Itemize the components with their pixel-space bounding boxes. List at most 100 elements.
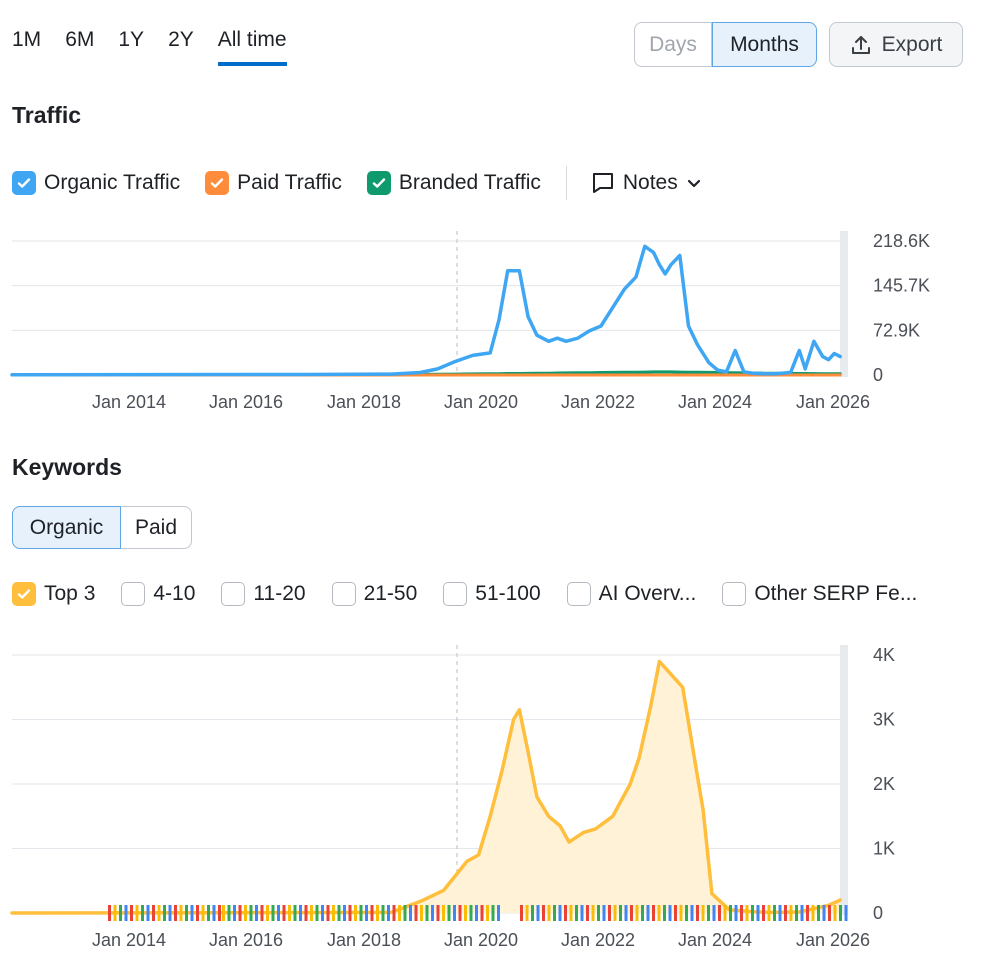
checkbox-checked-icon	[205, 171, 230, 195]
serp-marker-icon	[222, 905, 225, 921]
serp-marker-icon	[536, 905, 540, 921]
serp-marker-icon	[690, 905, 694, 921]
serp-marker-icon	[233, 905, 236, 921]
serp-marker-icon	[266, 905, 269, 921]
serp-marker-icon	[707, 905, 710, 921]
serp-marker-icon	[701, 905, 705, 921]
filter-51-100[interactable]: 51-100	[443, 582, 541, 606]
serp-marker-icon	[795, 905, 798, 921]
x-tick-label: Jan 2026	[796, 930, 870, 950]
filter-11-20[interactable]: 11-20	[221, 582, 306, 606]
serp-marker-icon	[520, 905, 523, 921]
x-tick-label: Jan 2016	[209, 930, 283, 950]
period-tab-all-time[interactable]: All time	[217, 28, 287, 66]
period-tab-1m[interactable]: 1M	[12, 28, 42, 51]
serp-marker-icon	[436, 905, 440, 921]
series-line-top-3	[10, 659, 842, 915]
checkbox-icon	[566, 582, 591, 606]
serp-marker-icon	[343, 905, 346, 921]
serp-marker-icon	[679, 905, 683, 921]
serp-marker-icon	[751, 905, 754, 921]
notes-dropdown[interactable]: Notes	[591, 171, 702, 195]
period-tab-6m[interactable]: 6M	[65, 28, 95, 51]
serp-marker-icon	[491, 905, 495, 921]
serp-marker-icon	[282, 905, 286, 921]
serp-marker-icon	[723, 905, 727, 921]
serp-marker-icon	[569, 905, 573, 921]
series-area-top-3	[12, 661, 841, 913]
legend-paid-traffic[interactable]: Paid Traffic	[205, 171, 342, 195]
legend-label: Branded Traffic	[398, 171, 541, 194]
serp-marker-icon	[844, 905, 848, 921]
serp-marker-icon	[464, 905, 467, 921]
filter-4-10[interactable]: 4-10	[121, 582, 195, 606]
filter-ai-overview[interactable]: AI Overv...	[566, 582, 697, 606]
serp-marker-icon	[486, 905, 489, 921]
days-button[interactable]: Days	[634, 22, 712, 67]
traffic-chart: 0 72.9K 145.7K 218.6K Jan 2014 Jan 2016 Jan 20…	[10, 231, 930, 412]
checkbox-icon	[331, 582, 356, 606]
filter-21-50[interactable]: 21-50	[331, 582, 417, 606]
serp-marker-icon	[525, 905, 529, 921]
filter-label: 4-10	[153, 582, 196, 605]
serp-marker-icon	[624, 905, 628, 921]
chart-right-handle	[840, 231, 848, 377]
serp-marker-icon	[414, 905, 418, 921]
serp-marker-icon	[442, 905, 445, 921]
chevron-down-icon	[686, 175, 702, 191]
serp-marker-icon	[403, 905, 407, 921]
serp-marker-icon	[817, 905, 820, 921]
serp-marker-icon	[773, 905, 776, 921]
filter-top-3[interactable]: Top 3	[12, 582, 95, 606]
serp-markers	[108, 905, 848, 921]
serp-marker-icon	[564, 905, 567, 921]
y-tick-label: 72.9K	[873, 320, 920, 340]
filter-label: Top 3	[44, 582, 96, 605]
serp-marker-icon	[152, 905, 155, 921]
serp-marker-icon	[249, 905, 253, 921]
filter-other-serp-features[interactable]: Other SERP Fe...	[722, 582, 917, 606]
serp-marker-icon	[370, 905, 374, 921]
period-tab-1y[interactable]: 1Y	[118, 28, 145, 51]
serp-marker-icon	[392, 905, 396, 921]
serp-marker-icon	[124, 905, 128, 921]
checkbox-icon	[221, 582, 246, 606]
y-tick-label: 0	[873, 365, 883, 385]
serp-marker-icon	[409, 905, 412, 921]
serp-marker-icon	[608, 905, 611, 921]
serp-marker-icon	[130, 905, 133, 921]
series-line-organic-traffic	[10, 244, 842, 377]
x-tick-label: Jan 2014	[92, 930, 166, 950]
serp-marker-icon	[310, 905, 313, 921]
serp-marker-icon	[108, 905, 111, 921]
serp-marker-icon	[431, 905, 434, 921]
checkbox-icon	[443, 582, 468, 606]
export-button[interactable]: Export	[829, 22, 963, 67]
serp-marker-icon	[168, 905, 172, 921]
x-tick-label: Jan 2014	[92, 392, 166, 412]
serp-marker-icon	[497, 905, 500, 921]
legend-label: Paid Traffic	[237, 171, 342, 194]
serp-marker-icon	[157, 905, 161, 921]
serp-marker-icon	[255, 905, 258, 921]
serp-marker-icon	[619, 905, 622, 921]
checkbox-checked-icon	[12, 582, 36, 606]
organic-button[interactable]: Organic	[12, 506, 121, 549]
legend-organic-traffic[interactable]: Organic Traffic	[12, 171, 180, 195]
serp-marker-icon	[668, 905, 672, 921]
serp-marker-icon	[398, 905, 401, 921]
serp-marker-icon	[326, 905, 330, 921]
legend-branded-traffic[interactable]: Branded Traffic	[366, 171, 541, 195]
filter-label: AI Overv...	[598, 582, 697, 605]
paid-button[interactable]: Paid	[121, 506, 192, 549]
period-tab-2y[interactable]: 2Y	[168, 28, 194, 51]
y-tick-label: 2K	[873, 774, 895, 794]
y-tick-label: 1K	[873, 839, 895, 859]
serp-marker-icon	[381, 905, 385, 921]
serp-marker-icon	[800, 905, 804, 921]
x-tick-label: Jan 2024	[678, 392, 752, 412]
months-button[interactable]: Months	[712, 22, 817, 67]
serp-marker-icon	[635, 905, 639, 921]
serp-marker-icon	[376, 905, 379, 921]
filter-label: 51-100	[475, 582, 541, 605]
